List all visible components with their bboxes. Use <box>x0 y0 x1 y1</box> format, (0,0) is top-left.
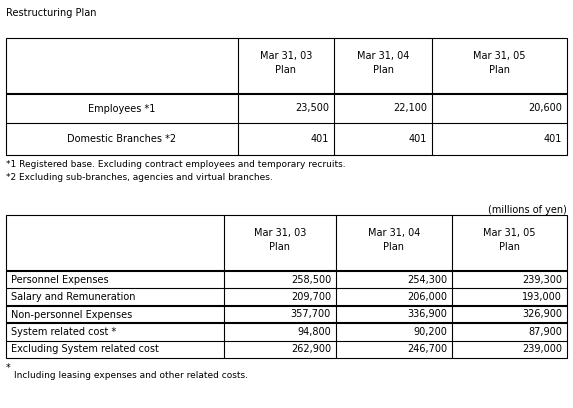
Text: 262,900: 262,900 <box>291 344 331 354</box>
Text: Mar 31, 05: Mar 31, 05 <box>483 228 536 238</box>
Text: Plan: Plan <box>383 242 405 252</box>
Text: 23,500: 23,500 <box>295 104 329 113</box>
Text: *: * <box>6 363 11 373</box>
Text: Plan: Plan <box>276 65 296 75</box>
Bar <box>6 215 567 358</box>
Text: 401: 401 <box>311 134 329 144</box>
Text: 22,100: 22,100 <box>393 104 427 113</box>
Text: 94,800: 94,800 <box>297 327 331 337</box>
Text: Plan: Plan <box>499 242 520 252</box>
Text: Mar 31, 04: Mar 31, 04 <box>357 51 409 61</box>
Text: 254,300: 254,300 <box>407 275 447 285</box>
Text: 401: 401 <box>409 134 427 144</box>
Text: Employees *1: Employees *1 <box>88 104 156 113</box>
Text: 90,200: 90,200 <box>413 327 447 337</box>
Text: System related cost *: System related cost * <box>11 327 116 337</box>
Text: 239,000: 239,000 <box>522 344 562 354</box>
Text: Plan: Plan <box>489 65 510 75</box>
Text: 239,300: 239,300 <box>522 275 562 285</box>
Text: Mar 31, 04: Mar 31, 04 <box>368 228 420 238</box>
Text: 87,900: 87,900 <box>528 327 562 337</box>
Text: 209,700: 209,700 <box>291 292 331 302</box>
Text: 246,700: 246,700 <box>407 344 447 354</box>
Text: *1 Registered base. Excluding contract employees and temporary recruits.: *1 Registered base. Excluding contract e… <box>6 160 346 169</box>
Text: 326,900: 326,900 <box>522 310 562 319</box>
Text: Domestic Branches *2: Domestic Branches *2 <box>68 134 176 144</box>
Text: Non-personnel Expenses: Non-personnel Expenses <box>11 310 132 319</box>
Text: Including leasing expenses and other related costs.: Including leasing expenses and other rel… <box>14 371 248 380</box>
Text: Mar 31, 03: Mar 31, 03 <box>260 51 312 61</box>
Text: 401: 401 <box>544 134 562 144</box>
Text: 193,000: 193,000 <box>522 292 562 302</box>
Text: Personnel Expenses: Personnel Expenses <box>11 275 109 285</box>
Text: (millions of yen): (millions of yen) <box>488 205 567 215</box>
Text: *2 Excluding sub-branches, agencies and virtual branches.: *2 Excluding sub-branches, agencies and … <box>6 173 273 182</box>
Text: Mar 31, 03: Mar 31, 03 <box>254 228 306 238</box>
Text: Mar 31, 05: Mar 31, 05 <box>473 51 526 61</box>
Text: 206,000: 206,000 <box>407 292 447 302</box>
Bar <box>6 38 567 155</box>
Text: Restructuring Plan: Restructuring Plan <box>6 8 96 18</box>
Text: Excluding System related cost: Excluding System related cost <box>11 344 159 354</box>
Text: Plan: Plan <box>372 65 394 75</box>
Text: 20,600: 20,600 <box>528 104 562 113</box>
Text: 336,900: 336,900 <box>407 310 447 319</box>
Text: 258,500: 258,500 <box>291 275 331 285</box>
Text: Salary and Remuneration: Salary and Remuneration <box>11 292 135 302</box>
Text: Plan: Plan <box>269 242 291 252</box>
Text: 357,700: 357,700 <box>291 310 331 319</box>
